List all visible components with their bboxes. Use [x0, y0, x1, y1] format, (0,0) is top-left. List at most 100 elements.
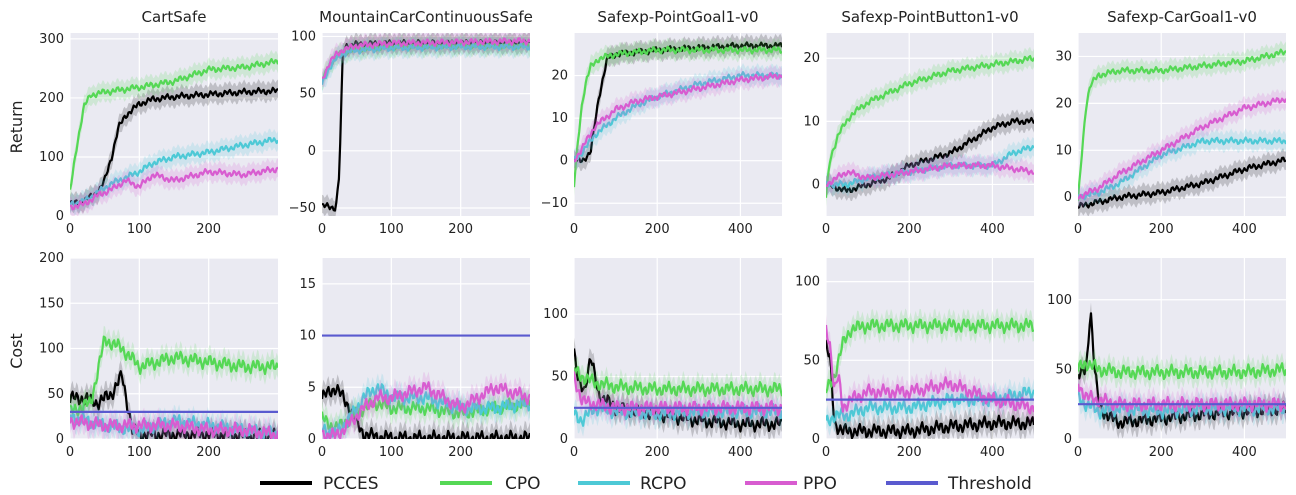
plot-lines [322, 334, 530, 439]
line-ppo [70, 414, 278, 439]
line-ppo [1078, 97, 1286, 200]
legend-item-threshold: Threshold [886, 474, 1032, 494]
x-tick-label: 0 [1074, 222, 1082, 237]
line-pcces [70, 86, 278, 206]
panel-title: MountainCarContinuousSafe [319, 8, 533, 26]
line-ppo [70, 166, 278, 211]
panel-5: 0 10 20 30 0 200 400 Safexp-CarGoal1-v0 [1055, 8, 1286, 237]
line-cpo [826, 55, 1034, 198]
line-ppo [322, 37, 530, 79]
x-tick-label: 0 [318, 445, 326, 460]
y-tick-label: 50 [803, 353, 820, 368]
legend-label-threshold: Threshold [947, 474, 1032, 494]
y-tick-label: 0 [812, 432, 820, 447]
y-tick-label: 20 [803, 51, 820, 66]
panel-7: 0 5 10 15 0 100 200 [299, 258, 530, 460]
y-tick-label: 0 [56, 432, 64, 447]
y-tick-label: 150 [39, 296, 64, 311]
line-rcpo [1078, 136, 1286, 201]
legend-label-rcpo: RCPO [640, 474, 686, 494]
line-ppo [574, 72, 782, 163]
band-cpo [826, 307, 1034, 404]
y-tick-label: 200 [39, 251, 64, 266]
x-tick-label: 200 [196, 222, 221, 237]
line-rcpo [826, 144, 1034, 189]
band-rcpo [574, 63, 782, 169]
y-tick-label: 100 [39, 150, 64, 165]
x-tick-label: 0 [1074, 445, 1082, 460]
x-tick-label: 400 [728, 222, 753, 237]
line-pcces [826, 339, 1034, 439]
x-tick-label: 200 [196, 445, 221, 460]
legend-label-pcces: PCCES [323, 474, 379, 494]
x-tick-label: 400 [980, 222, 1005, 237]
x-tick-label: 100 [379, 222, 404, 237]
x-tick-label: 0 [66, 222, 74, 237]
legend-label-cpo: CPO [505, 474, 541, 494]
band-cpo [574, 37, 782, 197]
line-rcpo [70, 136, 278, 208]
line-pcces [574, 348, 782, 433]
y-tick-label: 30 [1055, 49, 1072, 64]
line-cpo [826, 317, 1034, 394]
x-tick-label: 100 [127, 445, 152, 460]
y-tick-label: 20 [1055, 96, 1072, 111]
line-pcces [1078, 156, 1286, 210]
line-cpo [70, 335, 278, 417]
plot-area [574, 33, 782, 216]
line-pcces [826, 116, 1034, 193]
y-tick-label: 50 [551, 370, 568, 385]
plot-lines [826, 307, 1034, 439]
line-cpo [1078, 48, 1286, 201]
panel-title: Safexp-PointButton1-v0 [841, 8, 1018, 26]
x-tick-label: 200 [1149, 222, 1174, 237]
panel-1: 0 100 200 300 0 100 200 CartSafe [39, 8, 278, 237]
x-tick-label: 200 [1149, 445, 1174, 460]
plot-lines [70, 325, 278, 439]
row-label-return: Return [7, 100, 26, 153]
y-tick-label: 0 [308, 144, 316, 159]
panel-title: Safexp-CarGoal1-v0 [1107, 8, 1257, 26]
x-tick-label: 0 [822, 222, 830, 237]
plot-area [70, 33, 278, 216]
line-rcpo [826, 386, 1034, 427]
y-tick-label: 100 [795, 275, 820, 290]
y-tick-label: 5 [308, 380, 316, 395]
x-tick-label: 200 [448, 445, 473, 460]
line-cpo [574, 366, 782, 398]
y-tick-label: 100 [291, 29, 316, 44]
y-tick-label: 200 [39, 91, 64, 106]
y-tick-label: 20 [551, 69, 568, 84]
line-cpo [1078, 358, 1286, 381]
line-ppo [826, 161, 1034, 188]
panel-9: 0 50 100 0 200 400 [795, 258, 1034, 460]
y-tick-label: 100 [543, 307, 568, 322]
band-ppo [826, 152, 1034, 196]
legend-item-cpo: CPO [440, 474, 541, 494]
y-tick-label: 0 [56, 209, 64, 224]
legend-item-rcpo: RCPO [578, 474, 686, 494]
plot-lines [322, 33, 530, 216]
band-rcpo [70, 128, 278, 216]
plot-lines [1078, 302, 1286, 439]
y-tick-label: 0 [308, 432, 316, 447]
legend-label-ppo: PPO [803, 474, 837, 494]
y-tick-label: 50 [299, 87, 316, 102]
band-cpo [574, 356, 782, 408]
plot-lines [1078, 40, 1286, 216]
plot-area [322, 33, 530, 216]
x-tick-label: 200 [448, 222, 473, 237]
y-tick-label: 10 [1055, 143, 1072, 158]
plot-lines [70, 49, 278, 216]
y-tick-label: 300 [39, 32, 64, 47]
y-tick-label: 0 [812, 177, 820, 192]
y-tick-label: 0 [560, 432, 568, 447]
y-tick-label: 100 [39, 342, 64, 357]
y-tick-label: 0 [560, 154, 568, 169]
panel-8: 0 50 100 0 200 400 [543, 258, 782, 460]
row-label-cost: Cost [7, 333, 26, 369]
legend-item-pcces: PCCES [260, 474, 379, 494]
line-ppo [1078, 383, 1286, 413]
